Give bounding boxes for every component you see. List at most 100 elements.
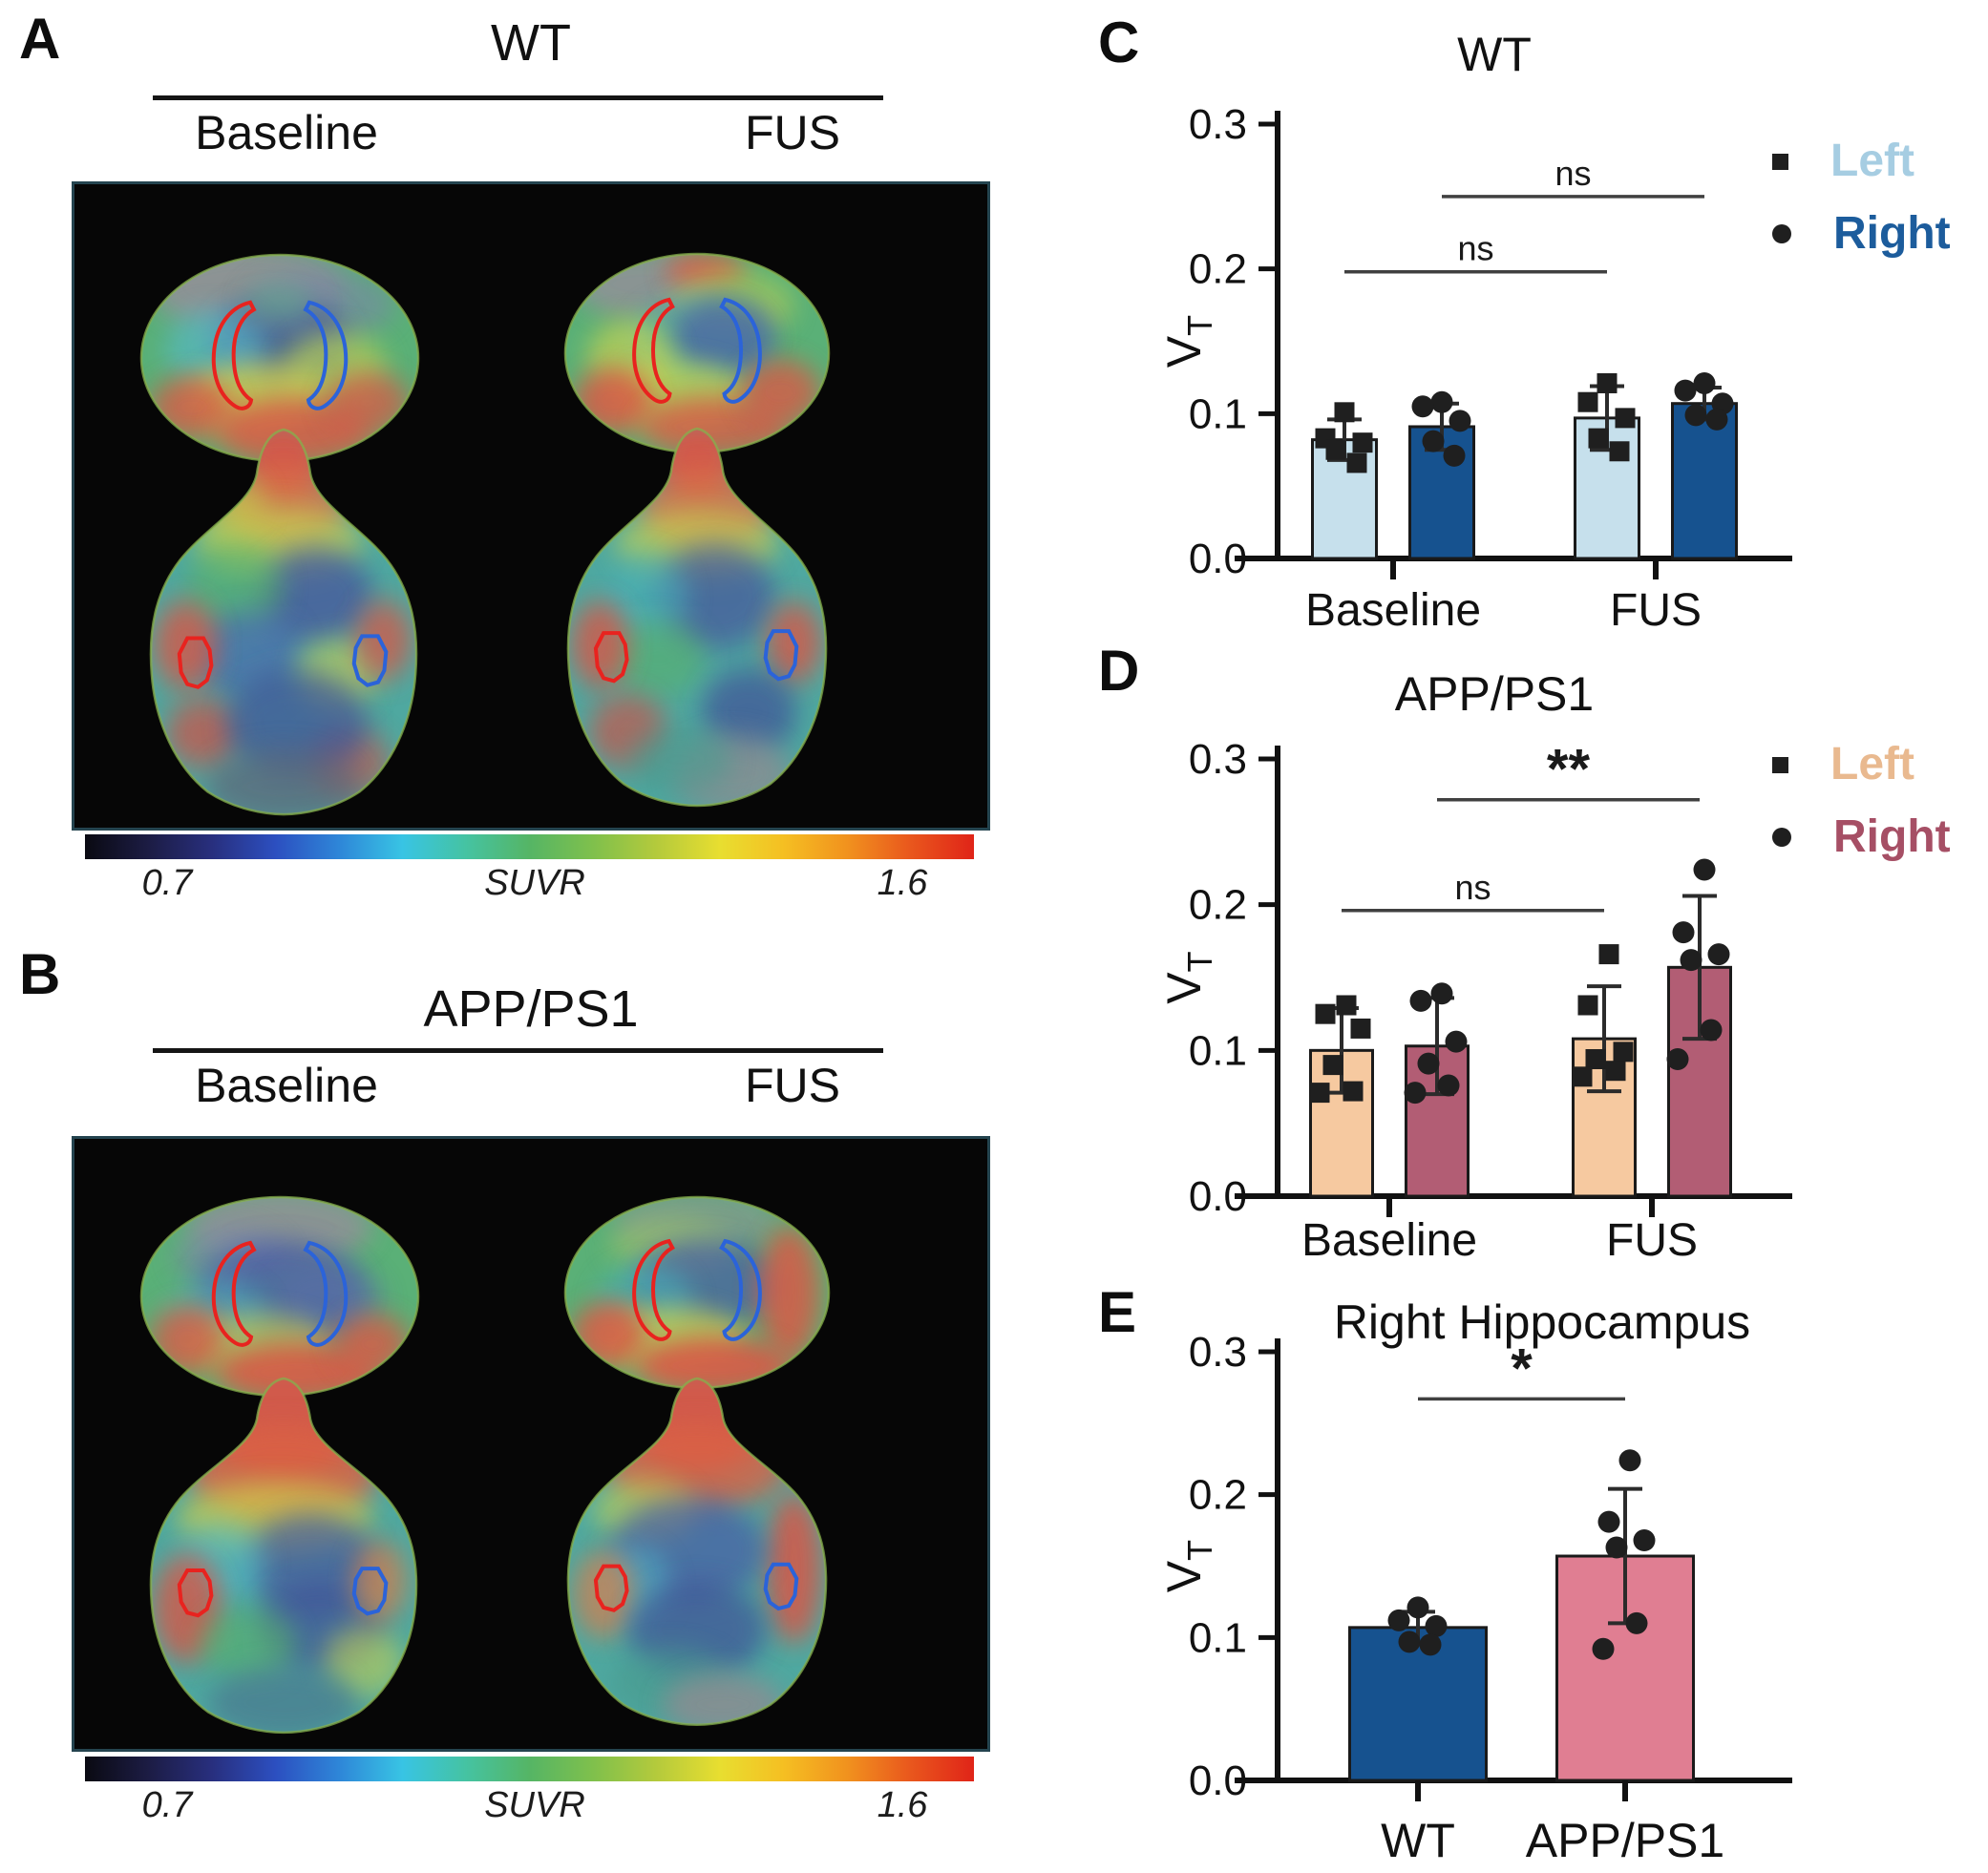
left-hippocampus-roi-blue [354, 1568, 387, 1613]
data-point-circle [1419, 1633, 1442, 1656]
data-point-circle [1437, 1074, 1460, 1097]
left-hippocampus-roi-blue [766, 1565, 797, 1609]
data-point-circle [1674, 379, 1697, 402]
colorbar-b-title: SUVR [484, 1785, 585, 1825]
data-point-square [1572, 1066, 1593, 1087]
legend-left-label: Left [1830, 136, 1914, 186]
data-point-square [1597, 372, 1618, 393]
significance-label: * [1511, 1337, 1533, 1399]
legend-left-label: Left [1830, 739, 1914, 789]
roi-group [214, 1243, 346, 1345]
chart-e-right-hippocampus-bar-chart: 0.0 0.1 0.2 0.3 VT WT APP/PS1 * [1160, 1329, 1792, 1867]
data-point-square [1315, 1003, 1336, 1024]
data-point-circle [1417, 1052, 1440, 1075]
data-point-square [1588, 428, 1609, 449]
data-point-circle [1387, 1609, 1410, 1631]
uptake-blob [610, 621, 707, 698]
data-point-circle [1618, 1449, 1641, 1472]
panel-b-label: B [19, 942, 61, 1006]
uptake-blob [352, 1540, 407, 1622]
colorbar-a-max: 1.6 [877, 863, 928, 903]
legend-right-label: Right [1833, 811, 1951, 862]
y-tick-label: 0.1 [1189, 390, 1247, 437]
bar [1671, 402, 1738, 560]
y-axis-label: VT [1160, 1540, 1219, 1592]
y-tick-label: 0.3 [1189, 1329, 1247, 1376]
y-tick-label: 0.2 [1189, 882, 1247, 929]
chart-c-legend: Left Right [1772, 134, 1951, 279]
data-point-circle [1597, 1510, 1620, 1533]
data-point-square [1325, 439, 1346, 460]
data-point-circle [1705, 408, 1728, 431]
colorbar-a-title: SUVR [484, 863, 585, 903]
data-point-circle [1684, 404, 1707, 427]
data-point-circle [1422, 430, 1445, 452]
left-hippocampus-roi-blue [306, 303, 346, 409]
right-hippocampus-roi-red [634, 300, 672, 402]
uptake-blob [225, 669, 369, 778]
right-hippocampus-roi-red [596, 633, 627, 681]
uptake-blob [207, 1666, 360, 1733]
panel-b-title-underline [153, 1048, 883, 1053]
data-point-square [1615, 408, 1636, 429]
roi-group [180, 1568, 387, 1615]
colorbar-b-min: 0.7 [141, 1785, 193, 1825]
legend-row-right: Right [1772, 810, 1951, 865]
data-point-circle [1680, 949, 1702, 972]
roi-group [214, 303, 346, 409]
data-point-circle [1693, 858, 1716, 881]
data-point-circle [1443, 444, 1466, 467]
significance-label: ns [1554, 154, 1591, 193]
chart-d-app-ps1-bar-chart: 0.0 0.1 0.2 0.3 VT Baseline FUS ns ** [1160, 736, 1792, 1266]
right-hippocampus-roi-red [214, 303, 254, 409]
legend-right-label: Right [1833, 208, 1951, 259]
data-point-circle [1404, 1082, 1427, 1105]
uptake-blob [653, 543, 775, 650]
brain-coronal-slice [564, 254, 830, 452]
x-category-label: APP/PS1 [1526, 1814, 1724, 1867]
y-tick-label: 0.2 [1189, 246, 1247, 293]
data-point-square [1577, 391, 1598, 412]
left-hippocampus-roi-blue [306, 1243, 346, 1345]
right-hippocampus-roi-red [634, 1241, 672, 1339]
legend-left-square-marker-icon [1772, 153, 1788, 170]
panel-a-column-baseline: Baseline [195, 106, 378, 159]
panel-e-label: E [1098, 1280, 1137, 1344]
uptake-blob [204, 749, 363, 815]
uptake-blob [324, 1626, 404, 1698]
data-point-square [1346, 452, 1367, 474]
data-point-circle [1445, 1030, 1468, 1053]
data-point-square [1352, 432, 1373, 453]
data-point-circle [1592, 1637, 1615, 1660]
data-point-circle [1672, 921, 1695, 944]
data-point-circle [1409, 989, 1432, 1012]
right-hippocampus-roi-red [214, 1243, 254, 1345]
bar [1348, 1626, 1488, 1782]
panel-b-column-fus: FUS [745, 1059, 840, 1112]
chart-d-title: APP/PS1 [1394, 667, 1595, 721]
uptake-blob [326, 371, 410, 434]
panel-b-group-title: APP/PS1 [423, 980, 639, 1038]
roi-group [180, 636, 387, 686]
suvr-colorbar-a [85, 834, 974, 859]
legend-row-right: Right [1772, 206, 1951, 262]
panel-a-group-title: WT [491, 14, 571, 72]
data-point-square [1336, 995, 1357, 1016]
data-point-circle [1605, 1536, 1628, 1559]
data-point-circle [1430, 390, 1453, 413]
panel-d-label: D [1098, 639, 1140, 703]
uptake-blob [257, 547, 373, 645]
uptake-blob [602, 553, 688, 641]
uptake-blob [185, 541, 284, 631]
pet-image-grid-app-ps1 [72, 1136, 990, 1752]
y-axis-label: VT [1160, 315, 1219, 368]
data-point-square [1343, 1081, 1364, 1102]
data-point-circle [1666, 1047, 1689, 1070]
uptake-blob [354, 600, 412, 680]
brain-outline [568, 429, 826, 806]
legend-row-left: Left [1772, 737, 1951, 792]
data-point-circle [1411, 395, 1434, 418]
uptake-blob [165, 699, 242, 768]
data-point-circle [1633, 1529, 1656, 1552]
colorbar-b-max: 1.6 [877, 1785, 928, 1825]
